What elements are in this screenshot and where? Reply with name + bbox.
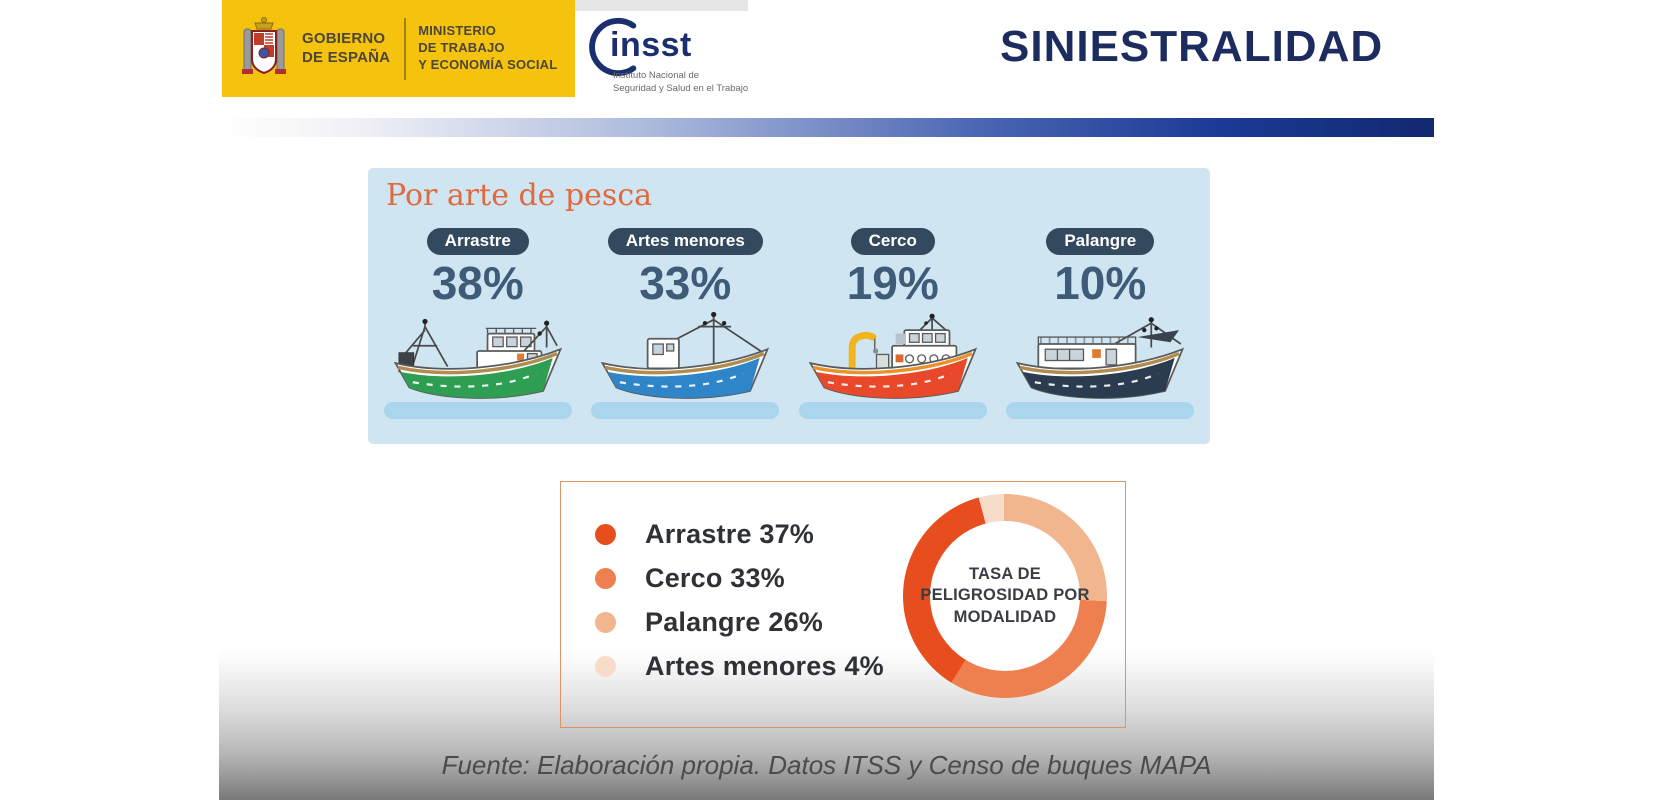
donut-hole xyxy=(930,521,1080,671)
insst-wordmark: insst xyxy=(610,26,692,64)
legend-label: Arrastre 37% xyxy=(645,518,815,549)
column-cerco: Cerco 19% xyxy=(789,228,997,419)
gear-label-badge: Palangre xyxy=(1046,228,1155,255)
column-palangre: Palangre 10% xyxy=(997,228,1205,419)
legend-label: Palangre 26% xyxy=(645,606,823,637)
insst-subtitle-line1: Instituto Nacional de xyxy=(613,70,700,81)
ministry-line1: MINISTERIO xyxy=(418,23,497,39)
column-arrastre: Arrastre 38% xyxy=(374,228,582,419)
donut-legend: Arrastre 37% Cerco 33% Palangre 26% Arte… xyxy=(595,512,884,688)
small-boat-illustration xyxy=(600,311,770,399)
legend-label: Cerco 33% xyxy=(645,562,785,593)
gov-line1: GOBIERNO xyxy=(302,29,386,47)
government-label: GOBIERNO DE ESPAÑA xyxy=(302,30,390,68)
trawler-boat-illustration xyxy=(393,318,562,399)
legend-item-palangre: Palangre 26% xyxy=(595,600,884,644)
crane-arm xyxy=(848,331,877,391)
gov-line2: DE ESPAÑA xyxy=(302,48,391,66)
ministry-label: MINISTERIO DE TRABAJO Y ECONOMÍA SOCIAL xyxy=(418,23,557,74)
hull-color-band xyxy=(1022,357,1175,398)
legend-dot-artes-menores xyxy=(595,655,616,677)
page-title: SINIESTRALIDAD xyxy=(1000,22,1384,71)
donut-center-line2: PELIGROSIDAD POR xyxy=(920,586,1090,605)
water-strip xyxy=(798,401,987,419)
legend-item-artes-menores: Artes menores 4% xyxy=(595,644,884,688)
hull-color-band xyxy=(400,357,553,398)
gear-percent: 33% xyxy=(639,256,732,309)
water-strip xyxy=(591,401,780,419)
donut-center-line3: MODALIDAD xyxy=(953,607,1057,626)
danger-rate-box: Arrastre 37% Cerco 33% Palangre 26% Arte… xyxy=(560,481,1126,728)
gear-percent: 10% xyxy=(1054,256,1147,309)
hull-color-band xyxy=(815,357,968,398)
donut-center-line1: TASA DE xyxy=(969,564,1041,583)
gear-label-badge: Artes menores xyxy=(607,228,763,255)
gear-label-badge: Arrastre xyxy=(426,228,529,255)
bottom-fade-background xyxy=(219,650,1434,800)
insst-logo: insst Instituto Nacional de Seguridad y … xyxy=(583,14,853,98)
header-divider-bar xyxy=(219,118,1434,137)
ministry-line2: DE TRABAJO xyxy=(418,40,505,56)
legend-dot-arrastre xyxy=(595,523,616,545)
ministry-line3: Y ECONOMÍA SOCIAL xyxy=(418,56,558,72)
legend-item-arrastre: Arrastre 37% xyxy=(595,512,884,556)
insst-subtitle-line2: Seguridad y Salud en el Trabajo xyxy=(613,82,749,94)
insst-subtitle: Instituto Nacional de Seguridad y Salud … xyxy=(613,70,748,96)
water-strip xyxy=(383,401,572,419)
source-note: Fuente: Elaboración propia. Datos ITSS y… xyxy=(441,750,1212,780)
column-artes-menores: Artes menores 33% xyxy=(582,228,790,419)
government-banner: GOBIERNO DE ESPAÑA MINISTERIO DE TRABAJO… xyxy=(222,0,575,97)
fishing-gear-panel: Por arte de pesca Arrastre 38% xyxy=(368,168,1210,444)
legend-item-cerco: Cerco 33% xyxy=(595,556,884,600)
donut-center-label: TASA DE PELIGROSIDAD POR MODALIDAD xyxy=(903,494,1107,698)
legend-dot-cerco xyxy=(595,567,616,589)
water-strip xyxy=(1006,401,1195,419)
hull-color-band xyxy=(607,357,760,398)
banner-divider xyxy=(404,17,407,80)
spain-coat-of-arms-icon xyxy=(242,16,286,74)
insst-arc-icon xyxy=(589,17,637,77)
gear-percent: 38% xyxy=(431,256,524,309)
gear-columns: Arrastre 38% xyxy=(368,168,1210,419)
donut-chart: TASA DE PELIGROSIDAD POR MODALIDAD xyxy=(903,494,1107,698)
panel-title: Por arte de pesca xyxy=(386,178,653,213)
seiner-boat-illustration xyxy=(808,313,977,399)
top-grey-strip xyxy=(575,0,748,11)
gear-label-badge: Cerco xyxy=(850,228,935,255)
legend-label: Artes menores 4% xyxy=(645,650,884,681)
gear-percent: 19% xyxy=(846,256,939,309)
legend-dot-palangre xyxy=(595,611,616,633)
longliner-boat-illustration xyxy=(1015,316,1185,399)
